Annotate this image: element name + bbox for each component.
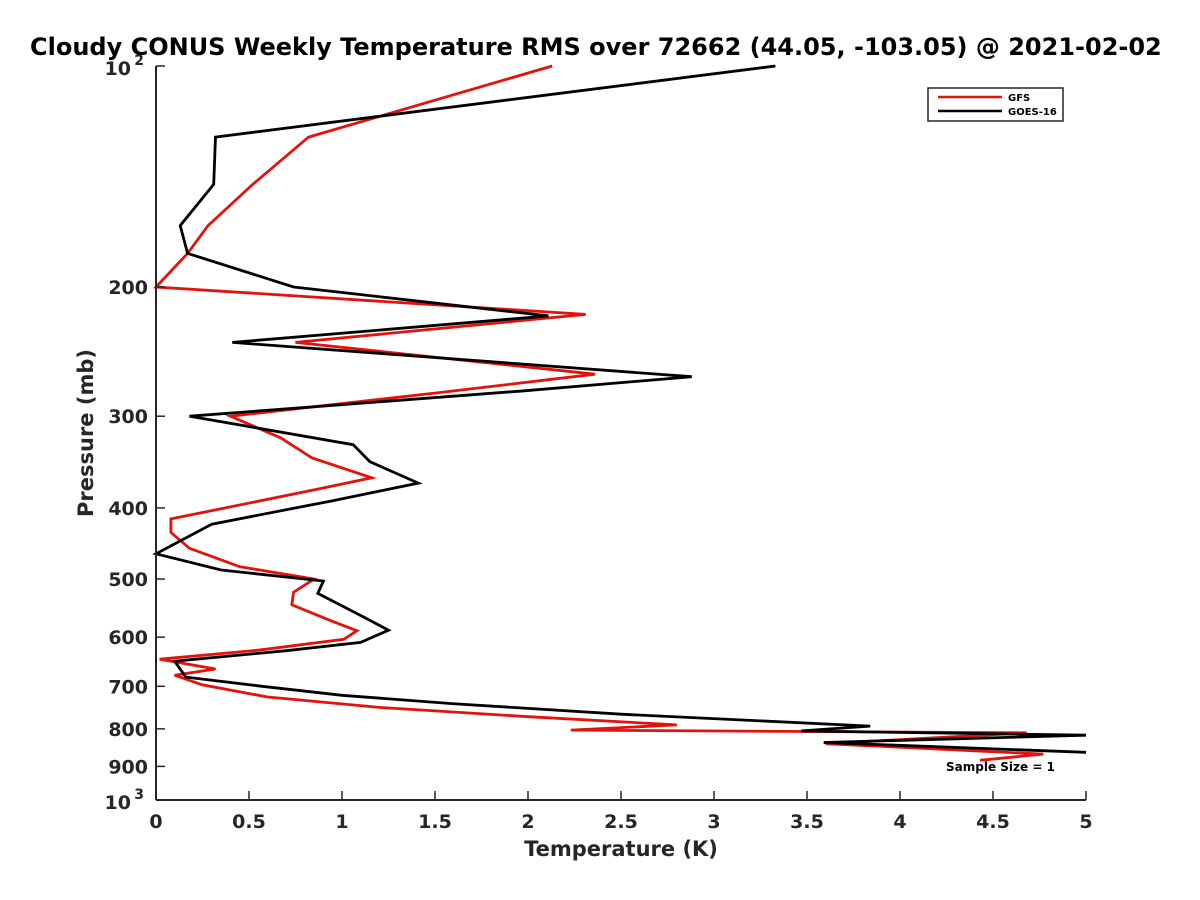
y-tick-label: 200 [108, 277, 148, 299]
x-tick-label: 4.5 [976, 811, 1010, 833]
plot-area [156, 66, 1086, 800]
y-tick-label: 10 [105, 792, 131, 814]
y-tick-exponent: 2 [134, 53, 144, 69]
x-tick-label: 4 [893, 811, 906, 833]
y-tick-label: 600 [108, 627, 148, 649]
legend-box [927, 87, 1064, 122]
x-tick-label: 1 [335, 811, 348, 833]
x-tick-label: 5 [1079, 811, 1092, 833]
x-tick-label: 2 [521, 811, 534, 833]
legend-label-gfs: GFS [1008, 93, 1030, 104]
y-tick-label: 800 [108, 719, 148, 741]
y-tick-exponent: 3 [134, 787, 144, 803]
x-tick-label: 2.5 [604, 811, 638, 833]
y-tick-label: 700 [108, 676, 148, 698]
y-axis-title: Pressure (mb) [74, 349, 98, 517]
x-tick-label: 3.5 [790, 811, 824, 833]
chart-title: Cloudy CONUS Weekly Temperature RMS over… [30, 33, 1162, 61]
sample-size-annotation: Sample Size = 1 [946, 760, 1055, 774]
y-tick-label: 500 [108, 569, 148, 591]
legend: GFS GOES-16 [927, 87, 1064, 122]
x-ticks: 0 0.5 1 1.5 2 2.5 3 3.5 4 4.5 5 [149, 791, 1093, 833]
y-tick-label: 400 [108, 498, 148, 520]
x-axis-title: Temperature (K) [524, 837, 718, 861]
legend-label-goes16: GOES-16 [1008, 107, 1057, 118]
y-tick-label: 300 [108, 406, 148, 428]
x-tick-label: 3 [707, 811, 720, 833]
x-tick-label: 1.5 [418, 811, 452, 833]
x-tick-label: 0.5 [232, 811, 266, 833]
series-layer [152, 64, 1087, 762]
series-line-goes16 [152, 64, 1087, 754]
y-tick-label: 10 [105, 58, 131, 80]
x-tick-label: 0 [149, 811, 162, 833]
y-tick-label: 900 [108, 756, 148, 778]
